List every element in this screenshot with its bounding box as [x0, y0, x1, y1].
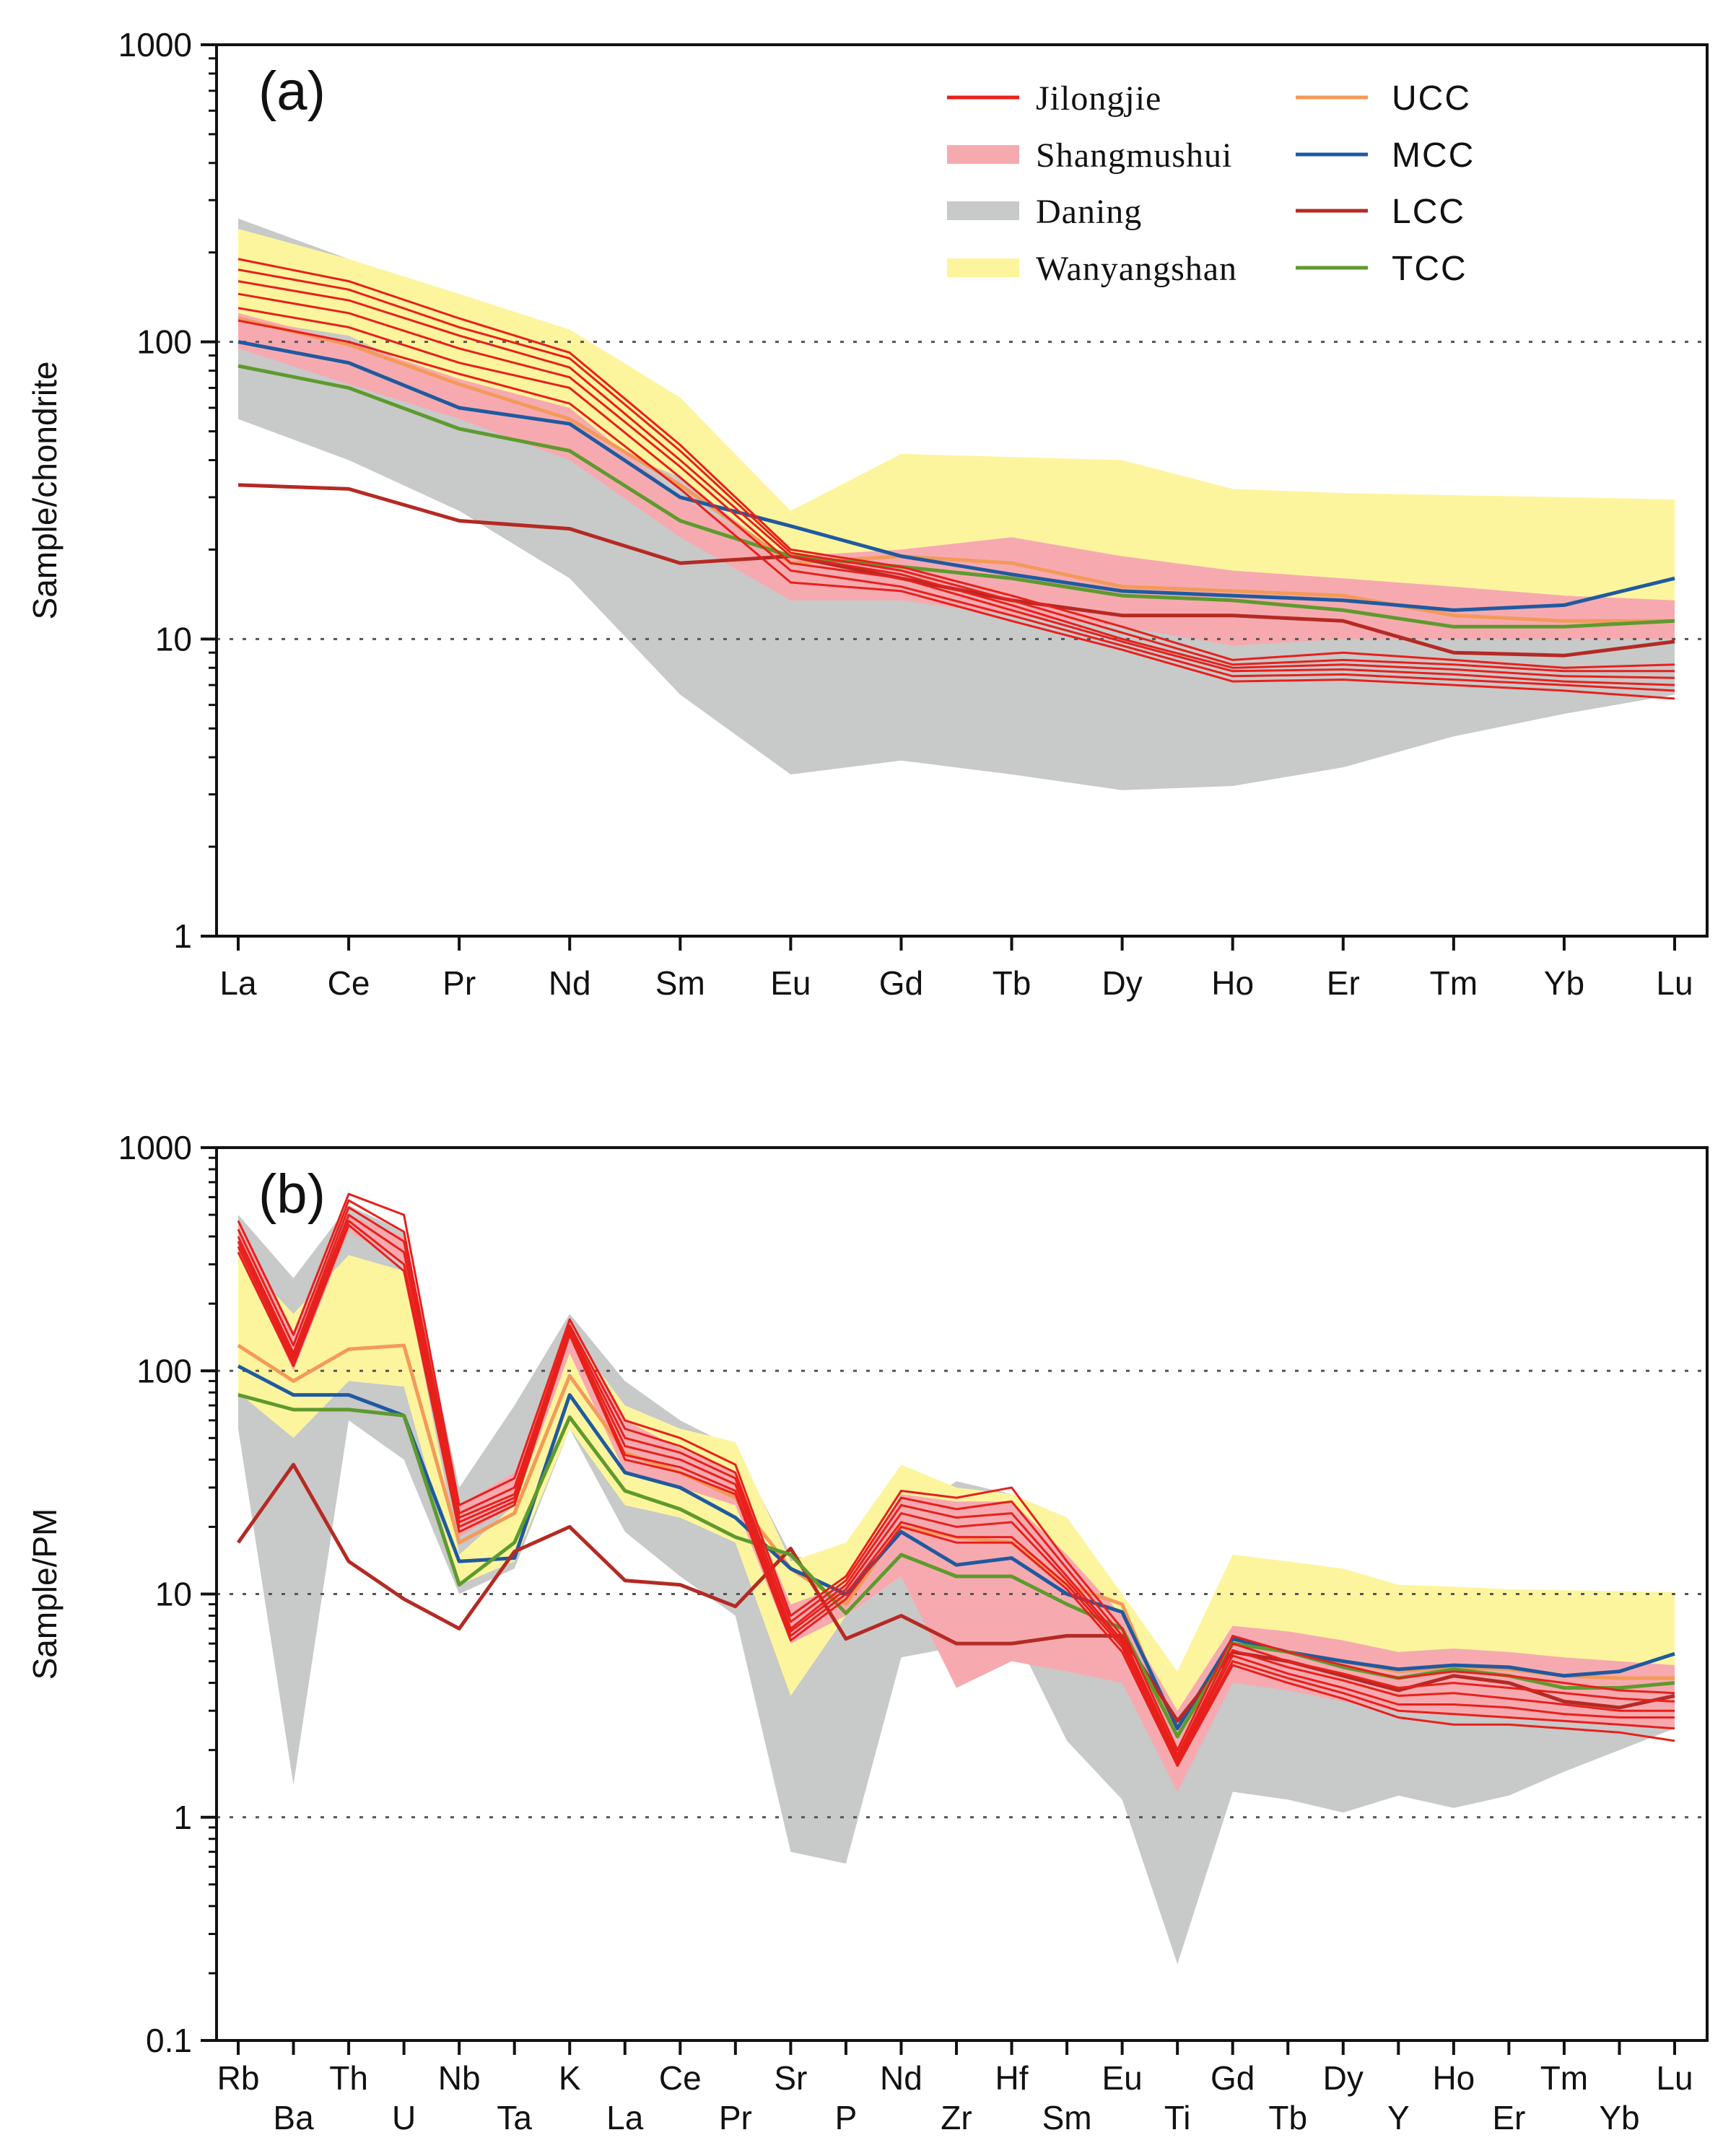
y-tick-label-1000: 1000 — [118, 26, 192, 64]
x-tick-label-y: Y — [1387, 2099, 1410, 2136]
x-tick-label-ho: Ho — [1211, 964, 1254, 1002]
legend-label-mcc: MCC — [1392, 136, 1475, 175]
x-tick-label-eu: Eu — [1102, 2059, 1142, 2097]
x-tick-label-pr: Pr — [442, 964, 476, 1002]
x-tick-label-th: Th — [329, 2059, 368, 2097]
y-tick-label-0-1: 0.1 — [146, 2022, 192, 2059]
panel-a: 1 10 100 1000 La Ce Pr Nd Sm Eu Gd Tb Dy Ho Er Tm Yb Lu (… — [26, 26, 1709, 1002]
panel-b-series — [236, 1192, 1675, 1767]
band-wanyangshan — [238, 229, 1675, 611]
panel-a-y-axis-label: Sample/chondrite — [26, 362, 64, 620]
x-tick-label-er: Er — [1492, 2099, 1525, 2136]
panel-a-frame — [215, 43, 1709, 938]
band-shangmushui — [238, 313, 1675, 646]
x-tick-label-ce: Ce — [659, 2059, 702, 2097]
panel-b-bands — [238, 1205, 1675, 1965]
panel-a-ticks: 1 10 100 1000 La Ce Pr Nd Sm Eu Gd Tb Dy Ho Er Tm Yb Lu — [118, 26, 1693, 1002]
x-tick-label-tm: Tm — [1540, 2059, 1588, 2097]
panel-a-gridlines — [217, 341, 1707, 640]
legend-label-ucc: UCC — [1392, 79, 1471, 118]
x-tick-label-yb: Yb — [1544, 964, 1584, 1002]
x-tick-label-eu: Eu — [770, 964, 811, 1002]
series-mcc — [237, 1364, 1675, 1731]
y-tick-label-10: 10 — [155, 1576, 192, 1613]
x-tick-label-sm: Sm — [655, 964, 705, 1002]
x-tick-label-pr: Pr — [719, 2099, 752, 2136]
x-tick-label-ce: Ce — [328, 964, 370, 1002]
panel-b-ticks: 0.1 1 10 100 1000 Rb Ba Th U Nb Ta K La Ce Pr Sr P Nd Zr Hf… — [118, 1129, 1693, 2136]
y-tick-label-100: 100 — [136, 323, 192, 361]
x-tick-label-nb: Nb — [438, 2059, 481, 2097]
x-tick-label-ti: Ti — [1164, 2099, 1191, 2136]
band-shangmushui — [238, 1215, 1675, 1792]
series-tcc — [237, 364, 1675, 629]
series-jilongjie-2 — [237, 1199, 1675, 1756]
y-tick-label-1: 1 — [173, 917, 192, 955]
x-tick-label-hf: Hf — [995, 2059, 1029, 2097]
x-tick-label-yb: Yb — [1599, 2099, 1639, 2136]
x-tick-label-nd: Nd — [880, 2059, 922, 2097]
x-tick-label-lu: Lu — [1656, 2059, 1693, 2097]
panel-b: 0.1 1 10 100 1000 Rb Ba Th U Nb Ta K La Ce Pr Sr P Nd Zr Hf… — [26, 1129, 1709, 2136]
x-tick-label-gd: Gd — [879, 964, 923, 1002]
x-tick-label-p: P — [835, 2099, 858, 2136]
x-tick-label-sr: Sr — [774, 2059, 807, 2097]
x-tick-label-tb: Tb — [1268, 2099, 1307, 2136]
legend-label-lcc: LCC — [1392, 193, 1465, 231]
series-tcc — [237, 1393, 1675, 1739]
legend-label-tcc: TCC — [1392, 250, 1467, 288]
legend: Jilongjie Shangmushui Daning Wanyangshan UCC… — [947, 79, 1475, 288]
x-tick-label-u: U — [392, 2099, 416, 2136]
x-tick-label-sm: Sm — [1042, 2099, 1092, 2136]
legend-label-jilongjie: Jilongjie — [1036, 79, 1161, 118]
legend-label-wanyangshan: Wanyangshan — [1036, 250, 1237, 288]
panel-a-bands — [238, 218, 1675, 790]
panel-b-y-axis-label: Sample/PM — [26, 1509, 64, 1680]
series-jilongjie-4 — [237, 292, 1675, 686]
legend-label-daning: Daning — [1036, 193, 1142, 231]
band-daning — [238, 218, 1675, 790]
y-tick-label-1: 1 — [173, 1799, 192, 1836]
y-tick-label-1000: 1000 — [118, 1129, 192, 1166]
series-jilongjie-6 — [237, 319, 1675, 700]
series-jilongjie-1 — [237, 258, 1675, 669]
legend-label-shangmushui: Shangmushui — [1036, 136, 1232, 175]
series-jilongjie-3 — [237, 280, 1675, 679]
x-tick-label-rb: Rb — [217, 2059, 260, 2097]
x-tick-label-ho: Ho — [1432, 2059, 1475, 2097]
x-tick-label-lu: Lu — [1656, 964, 1693, 1002]
series-jilongjie-2 — [237, 268, 1675, 673]
y-tick-label-100: 100 — [136, 1352, 192, 1389]
y-tick-label-10: 10 — [155, 620, 192, 658]
series-lcc — [236, 1462, 1675, 1723]
panel-a-series — [237, 258, 1675, 700]
x-tick-label-tm: Tm — [1430, 964, 1478, 1002]
x-tick-label-dy: Dy — [1323, 2059, 1364, 2097]
panel-b-gridlines — [217, 1369, 1707, 1819]
x-tick-label-nd: Nd — [549, 964, 591, 1002]
x-tick-label-la: La — [219, 964, 257, 1002]
series-jilongjie-4 — [237, 1213, 1675, 1762]
x-tick-label-gd: Gd — [1211, 2059, 1255, 2097]
x-tick-label-la: La — [606, 2099, 644, 2136]
panel-b-label: (b) — [258, 1164, 326, 1225]
series-jilongjie-3 — [237, 1206, 1675, 1759]
series-jilongjie-6 — [237, 1223, 1675, 1767]
x-tick-label-tb: Tb — [993, 964, 1031, 1002]
panel-a-label: (a) — [258, 61, 326, 122]
series-mcc — [237, 340, 1675, 612]
series-ucc — [237, 316, 1675, 623]
series-jilongjie-5 — [237, 1219, 1675, 1765]
x-tick-label-ba: Ba — [273, 2099, 314, 2136]
x-tick-label-k: K — [559, 2059, 581, 2097]
x-tick-label-dy: Dy — [1102, 964, 1142, 1002]
x-tick-label-ta: Ta — [497, 2099, 532, 2136]
x-tick-label-zr: Zr — [941, 2099, 972, 2136]
x-tick-label-er: Er — [1327, 964, 1360, 1002]
series-jilongjie-1 — [237, 1192, 1675, 1752]
series-jilongjie-5 — [237, 307, 1675, 692]
